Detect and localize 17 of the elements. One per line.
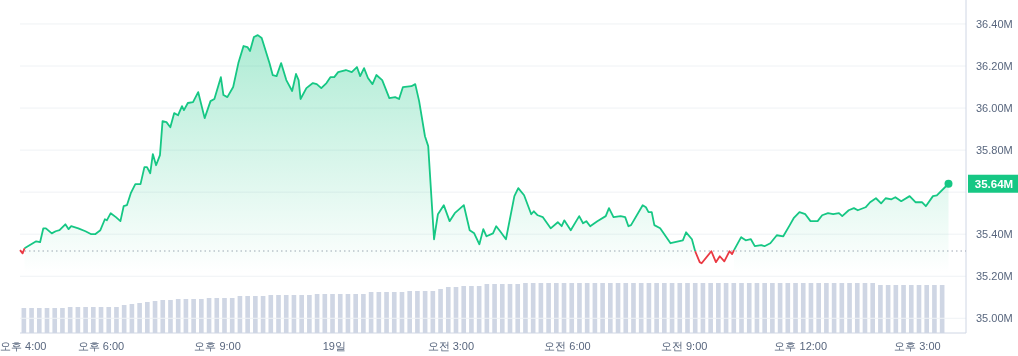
y-tick-label: 35.40M	[976, 228, 1013, 241]
y-tick-label: 36.00M	[976, 102, 1013, 115]
y-tick-label: 35.00M	[976, 312, 1013, 325]
annotation: 35.64M	[974, 178, 1014, 191]
x-tick-label: 오후 6:00	[77, 340, 125, 352]
y-tick-label: 35.80M	[976, 144, 1013, 157]
x-tick-label: 오후 9:00	[194, 340, 241, 352]
x-tick-label: 오후 12:00	[774, 340, 828, 352]
y-tick-label: 36.20M	[976, 60, 1013, 73]
x-tick-label: 오후 3:00	[894, 340, 941, 352]
x-tick-label: 오전 9:00	[660, 340, 708, 352]
x-tick-label: 19일	[322, 340, 346, 352]
y-tick-label: 35.20M	[976, 270, 1013, 283]
x-tick-label: 오전 6:00	[544, 340, 591, 352]
y-tick-label: 36.40M	[976, 17, 1013, 30]
x-tick-label: 오전 3:00	[427, 340, 475, 352]
x-tick-label: 오후 4:00	[0, 340, 47, 352]
